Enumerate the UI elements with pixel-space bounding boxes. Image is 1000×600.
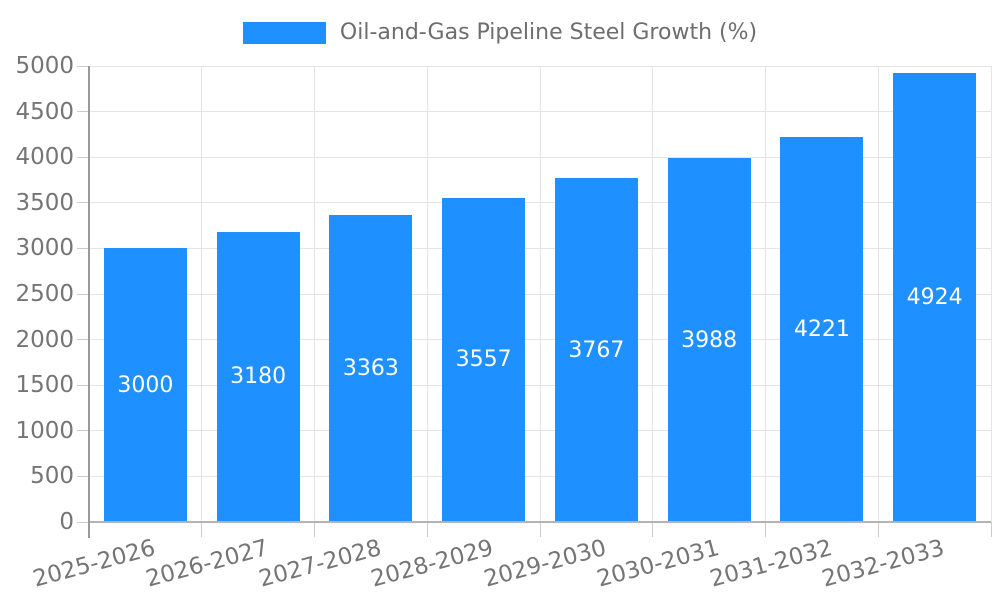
bar-value-label: 3363 bbox=[342, 356, 399, 382]
bar-value-label: 3988 bbox=[681, 327, 738, 353]
x-tick bbox=[426, 522, 428, 537]
x-tick bbox=[877, 522, 879, 537]
bar: 3000 bbox=[103, 248, 187, 522]
x-tick-label: 2027-2028 bbox=[255, 535, 384, 593]
y-tick-label: 3000 bbox=[15, 235, 74, 262]
y-tick bbox=[77, 384, 89, 386]
y-tick-label: 0 bbox=[59, 509, 74, 535]
x-tick-label: 2030-2031 bbox=[594, 535, 722, 593]
y-tick-label: 1000 bbox=[15, 417, 74, 444]
x-axis-line bbox=[89, 521, 991, 523]
x-tick-label: 2026-2027 bbox=[143, 535, 271, 593]
bar-value-label: 4221 bbox=[793, 317, 850, 342]
x-grid-line bbox=[652, 66, 654, 522]
y-tick bbox=[77, 521, 89, 523]
x-tick bbox=[314, 522, 315, 537]
y-tick-label: 4500 bbox=[15, 98, 74, 125]
y-tick-label: 4000 bbox=[15, 144, 74, 171]
x-tick bbox=[539, 522, 541, 537]
bar-value-label: 3000 bbox=[117, 372, 174, 398]
y-tick-label: 5000 bbox=[15, 53, 74, 79]
bar: 4924 bbox=[893, 72, 977, 522]
bar: 3767 bbox=[554, 178, 638, 522]
y-tick bbox=[77, 475, 89, 477]
x-tick-label: 2029-2030 bbox=[481, 535, 610, 593]
y-tick bbox=[77, 430, 89, 432]
y-tick-label: 2500 bbox=[15, 281, 74, 307]
x-grid-line bbox=[314, 66, 315, 522]
y-tick-label: 2000 bbox=[15, 326, 74, 353]
bar-value-label: 3767 bbox=[568, 337, 625, 363]
y-tick-label: 1500 bbox=[15, 372, 74, 399]
legend-label: Oil-and-Gas Pipeline Steel Growth (%) bbox=[339, 20, 758, 45]
legend-swatch bbox=[242, 22, 326, 44]
x-tick-label: 2028-2029 bbox=[368, 535, 497, 593]
y-tick bbox=[77, 247, 89, 249]
x-tick-label: 2025-2026 bbox=[30, 535, 159, 593]
x-grid-line bbox=[765, 66, 766, 522]
bar: 3363 bbox=[329, 215, 413, 522]
y-tick bbox=[77, 202, 89, 204]
bar: 3557 bbox=[442, 197, 526, 522]
y-tick bbox=[77, 111, 89, 113]
x-grid-line bbox=[990, 66, 992, 522]
y-tick-label: 500 bbox=[30, 463, 74, 490]
y-axis-line bbox=[88, 66, 90, 538]
bar-value-label: 3180 bbox=[230, 364, 287, 390]
x-tick bbox=[201, 522, 203, 537]
x-tick bbox=[990, 522, 992, 537]
y-tick bbox=[77, 339, 89, 341]
x-grid-line bbox=[539, 66, 541, 522]
legend: Oil-and-Gas Pipeline Steel Growth (%) bbox=[0, 20, 1000, 46]
bar: 3180 bbox=[216, 231, 300, 522]
x-grid-line bbox=[426, 66, 428, 522]
bar-value-label: 4924 bbox=[906, 284, 963, 310]
x-tick bbox=[652, 522, 654, 537]
x-tick-label: 2031-2032 bbox=[706, 535, 835, 593]
y-tick-label: 3500 bbox=[15, 189, 74, 216]
x-grid-line bbox=[877, 66, 879, 522]
y-tick bbox=[77, 293, 89, 295]
bar: 3988 bbox=[667, 158, 751, 522]
bar: 4221 bbox=[780, 137, 864, 522]
y-tick bbox=[77, 65, 89, 67]
x-tick-label: 2032-2033 bbox=[819, 535, 948, 593]
x-grid-line bbox=[201, 66, 203, 522]
bar-value-label: 3557 bbox=[455, 347, 512, 373]
y-tick bbox=[77, 156, 89, 158]
x-tick bbox=[765, 522, 766, 537]
